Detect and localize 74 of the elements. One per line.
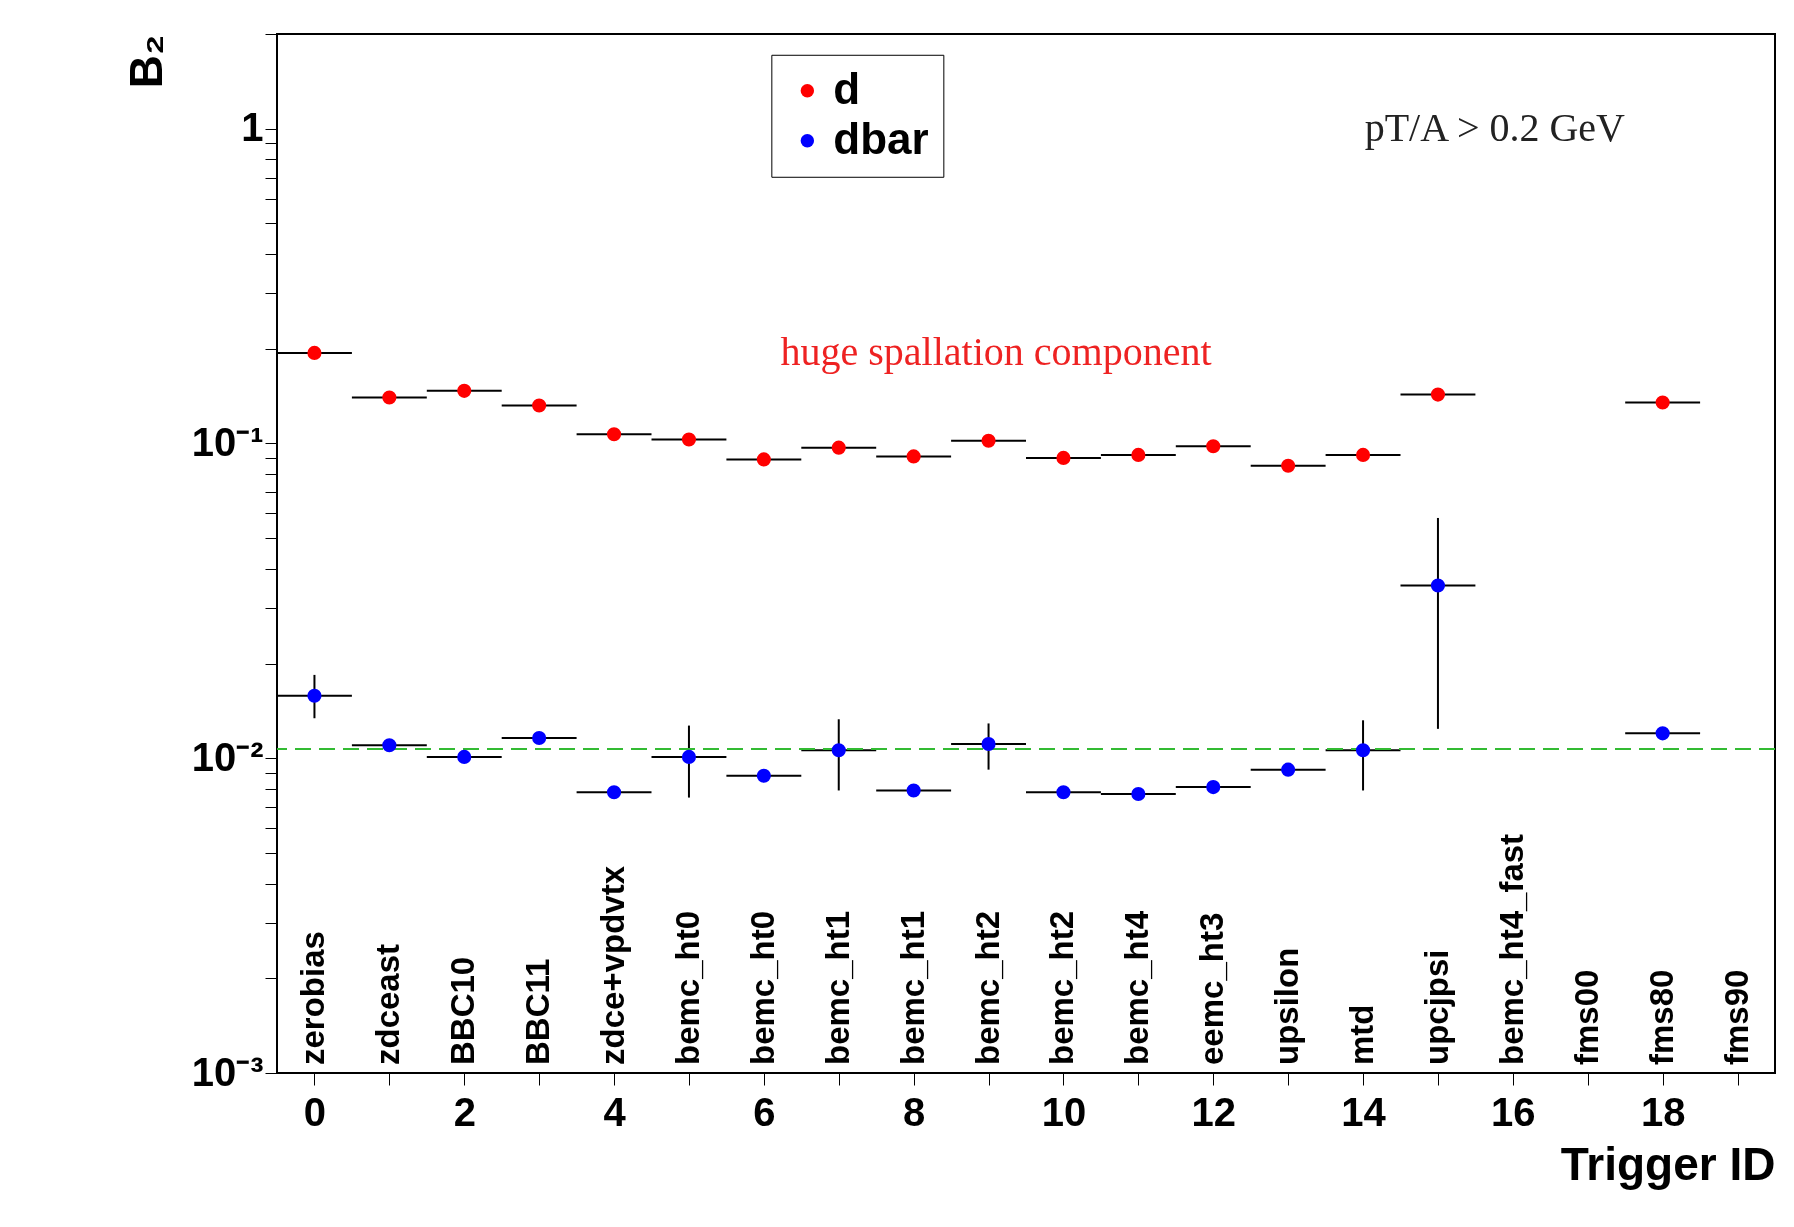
annotation: huge spallation component (780, 328, 1212, 374)
point (756, 452, 771, 467)
point (606, 785, 622, 800)
point (906, 449, 921, 464)
point (307, 345, 322, 360)
annotation: BBC11 (519, 958, 557, 1065)
x-tick-label: 14 (1341, 1089, 1387, 1134)
y-tick-label: 10⁻³ (191, 1049, 264, 1094)
annotation: BBC10 (444, 956, 482, 1065)
x-tick-label: 4 (603, 1089, 627, 1134)
point (1131, 447, 1146, 462)
point (1655, 395, 1670, 410)
point (756, 768, 771, 783)
annotation: pT/A > 0.2 GeV (1364, 105, 1626, 150)
annotation: bemc_ht4_fast (1492, 833, 1530, 1065)
annotation: bemc_ht4 (1118, 910, 1156, 1065)
point (1206, 780, 1221, 795)
x-tick-label: 2 (453, 1089, 476, 1134)
annotation: fms80 (1642, 969, 1680, 1065)
annotation: fms90 (1717, 969, 1755, 1065)
point (307, 688, 322, 703)
point (831, 440, 846, 455)
point (382, 738, 397, 753)
annotation: bemc_ht0 (743, 910, 781, 1065)
point (1655, 726, 1670, 741)
annotation: bemc_ht2 (968, 910, 1006, 1065)
x-tick-label: 0 (303, 1089, 327, 1134)
x-tick-label: 8 (903, 1089, 926, 1134)
legend-label: d (833, 63, 861, 113)
annotation: bemc_ht1 (818, 910, 856, 1065)
point (1355, 447, 1371, 462)
point (1355, 743, 1371, 758)
point (457, 749, 472, 764)
point (532, 398, 547, 413)
annotation: upsilon (1268, 947, 1306, 1065)
annotation: zerobias (294, 931, 332, 1065)
annotation: mtd (1343, 1004, 1381, 1065)
point (532, 730, 547, 746)
x-tick-label: 6 (753, 1089, 776, 1134)
y-tick-label: 10⁻² (191, 734, 264, 779)
x-tick-label: 10 (1041, 1089, 1087, 1134)
x-tick-label: 12 (1191, 1089, 1236, 1134)
point (1206, 439, 1221, 454)
annotation: upcjpsi (1417, 949, 1455, 1065)
point (906, 783, 921, 798)
annotation: eemc_ht3 (1193, 912, 1231, 1065)
point (1281, 762, 1296, 777)
legend-label: dbar (833, 113, 929, 163)
y-tick-label: 1 (241, 105, 264, 150)
point (981, 433, 996, 448)
point (1430, 578, 1446, 593)
point (457, 383, 472, 398)
point (681, 749, 697, 764)
annotation: zdce+vpdvtx (594, 865, 632, 1065)
y-tick-label: 10⁻¹ (191, 420, 264, 464)
point (1281, 458, 1296, 473)
annotation: bemc_ht2 (1043, 910, 1081, 1065)
annotation: fms00 (1567, 969, 1605, 1065)
point (382, 390, 397, 405)
point (681, 432, 697, 447)
point (1056, 785, 1071, 800)
point (1131, 786, 1146, 802)
annotation: bemc_ht1 (893, 910, 931, 1065)
point (606, 427, 622, 442)
point (981, 736, 996, 752)
x-tick-label: 16 (1491, 1089, 1536, 1134)
point (1056, 450, 1071, 465)
x-axis-title: Trigger ID (1560, 1137, 1776, 1190)
x-tick-label: 18 (1640, 1089, 1686, 1134)
y-axis-title: B₂ (119, 34, 172, 89)
point (1430, 387, 1446, 402)
annotation: zdceast (369, 943, 407, 1065)
annotation: bemc_ht0 (668, 910, 706, 1065)
point (831, 743, 846, 758)
